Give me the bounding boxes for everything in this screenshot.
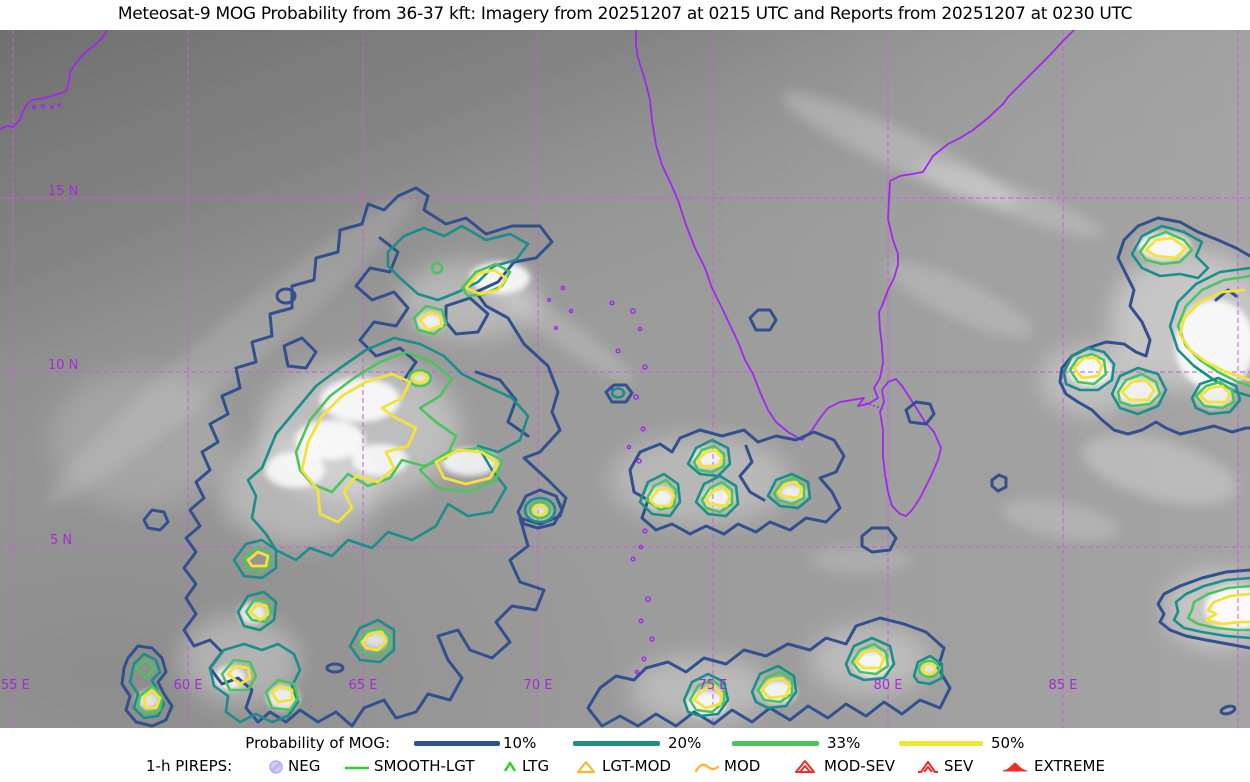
pirep-label-smooth-lgt: SMOOTH-LGT — [374, 757, 475, 775]
pirep-label-neg: NEG — [288, 757, 321, 775]
mog-label-33: 33% — [827, 734, 861, 752]
coastline-india — [635, 30, 1075, 441]
cloud-streak-layer — [485, 92, 1238, 574]
lon-label: 70 E — [524, 678, 553, 693]
map-labels: 15 N 10 N 5 N 55 E 60 E 65 E 70 E 75 E 8… — [1, 184, 1077, 693]
lgt-mod-icon — [576, 759, 596, 775]
contour-layer-33pct — [134, 230, 1250, 716]
lon-label: 85 E — [1049, 678, 1078, 693]
pirep-label-extreme: EXTREME — [1034, 757, 1105, 775]
mog-label-20: 20% — [668, 734, 702, 752]
coastline-layer — [0, 30, 1075, 675]
lon-label: 60 E — [174, 678, 203, 693]
contour-layer-20pct — [128, 224, 1250, 724]
mog-swatch-50 — [899, 741, 983, 746]
extreme-icon — [1002, 759, 1028, 775]
page-title: Meteosat-9 MOG Probability from 36-37 kf… — [117, 4, 1133, 24]
lat-label: 10 N — [48, 358, 78, 373]
mog-label-50: 50% — [991, 734, 1025, 752]
satellite-map: 15 N 10 N 5 N 55 E 60 E 65 E 70 E 75 E 8… — [0, 30, 1250, 728]
pirep-label-sev: SEV — [944, 757, 974, 775]
legend-area: Probability of MOG: 10% 20% 33% 50% 1-h … — [0, 728, 1250, 782]
mog-label-10: 10% — [503, 734, 537, 752]
mog-swatch-10 — [414, 741, 500, 746]
mod-sev-icon — [794, 759, 818, 775]
pirep-label-lgt-mod: LGT-MOD — [602, 757, 671, 775]
lat-label: 15 N — [48, 184, 78, 199]
island-specks — [32, 103, 655, 675]
pireps-legend-label: 1-h PIREPS: — [146, 757, 233, 775]
mog-swatch-33 — [732, 741, 819, 746]
coastline-arabia — [0, 30, 108, 130]
smooth-lgt-icon — [344, 759, 370, 775]
lon-label: 80 E — [874, 678, 903, 693]
pirep-label-mod-sev: MOD-SEV — [824, 757, 895, 775]
mog-legend-label: Probability of MOG: — [245, 734, 390, 752]
lon-label: 65 E — [349, 678, 378, 693]
neg-icon — [268, 759, 284, 775]
grid-layer — [0, 30, 1250, 728]
adams-bridge — [865, 402, 885, 410]
sev-icon — [916, 759, 940, 775]
contour-layer-10pct — [120, 186, 1250, 728]
pirep-label-ltg: LTG — [522, 757, 550, 775]
map-svg: 15 N 10 N 5 N 55 E 60 E 65 E 70 E 75 E 8… — [0, 30, 1250, 728]
lon-label: 75 E — [699, 678, 728, 693]
ltg-icon — [502, 759, 518, 775]
mog-swatch-20 — [573, 741, 660, 746]
pirep-label-mod: MOD — [724, 757, 761, 775]
mod-icon — [694, 759, 720, 775]
contour-layer-50pct — [142, 236, 1250, 710]
lat-label: 5 N — [50, 533, 72, 548]
lon-label: 55 E — [1, 678, 30, 693]
